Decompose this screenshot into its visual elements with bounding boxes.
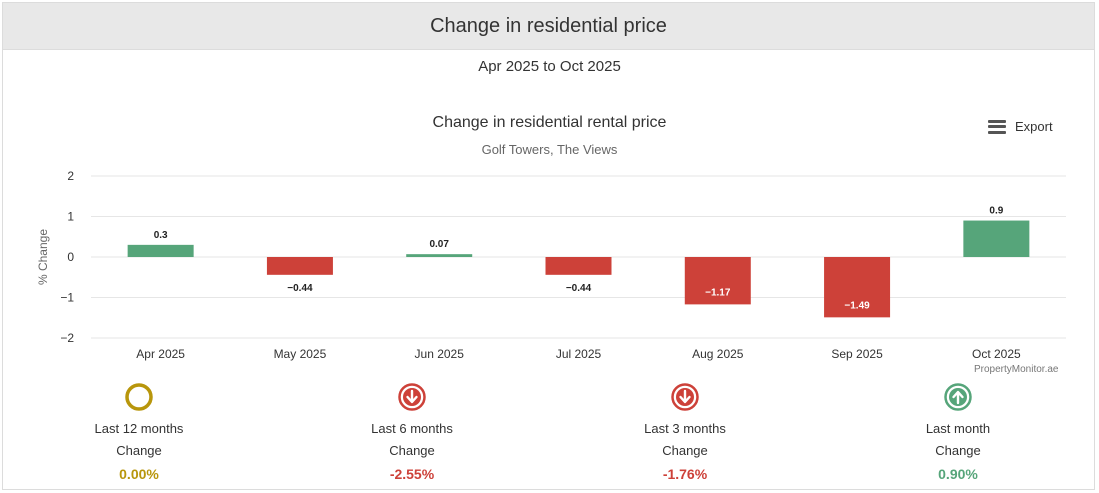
- x-tick-label: May 2025: [274, 347, 327, 361]
- stat-value: -2.55%: [389, 466, 435, 482]
- arrow-down-circle-icon: [398, 383, 426, 411]
- y-tick-label: −1: [60, 291, 74, 305]
- x-tick-label: Jul 2025: [556, 347, 602, 361]
- y-axis-title: % Change: [36, 229, 50, 285]
- x-tick-label: Aug 2025: [692, 347, 744, 361]
- circle-ring-icon: [125, 383, 153, 411]
- stat-icon-2: [670, 382, 700, 412]
- stat-icon-1: [397, 382, 427, 412]
- arrow-up-circle-icon: [944, 383, 972, 411]
- period-range: Apr 2025 to Oct 2025: [478, 58, 621, 75]
- data-label: 0.07: [429, 239, 449, 250]
- panel-header: Change in residential price: [3, 3, 1094, 50]
- x-tick-label: Oct 2025: [972, 347, 1021, 361]
- stat-change-label: Change: [116, 443, 162, 458]
- export-label: Export: [1015, 119, 1053, 134]
- y-tick-label: 1: [67, 210, 74, 224]
- data-label: 0.9: [989, 206, 1003, 217]
- data-label: −1.49: [844, 300, 870, 311]
- stat-period: Last month: [925, 421, 991, 436]
- bar: [963, 220, 1030, 257]
- bar: [824, 257, 891, 318]
- bar: [545, 257, 612, 275]
- stats-row: Last 12 months Change 0.00% Last 6 month…: [0, 380, 1099, 490]
- data-label: −0.44: [287, 283, 313, 294]
- panel-title: Change in residential price: [430, 14, 667, 37]
- stat-change-label: Change: [662, 443, 708, 458]
- bar: [684, 257, 751, 305]
- stat-last-6-months: Last 6 months Change -2.55%: [337, 380, 487, 484]
- x-tick-label: Apr 2025: [136, 347, 185, 361]
- y-tick-label: 0: [67, 250, 74, 264]
- stat-period: Last 3 months: [644, 421, 726, 436]
- arrow-down-circle-icon: [671, 383, 699, 411]
- data-label: 0.3: [154, 230, 168, 241]
- y-tick-label: −2: [60, 331, 74, 345]
- chart-title: Change in residential rental price: [432, 114, 667, 131]
- stat-icon-0: [124, 382, 154, 412]
- export-button[interactable]: Export: [988, 119, 1053, 134]
- stat-value: 0.00%: [119, 466, 159, 482]
- stat-value: -1.76%: [662, 466, 708, 482]
- stat-value: 0.90%: [938, 466, 978, 482]
- data-label: −0.44: [566, 283, 592, 294]
- chart-subtitle: Golf Towers, The Views: [481, 142, 618, 157]
- stat-change-label: Change: [389, 443, 435, 458]
- stat-last-3-months: Last 3 months Change -1.76%: [610, 380, 760, 484]
- stat-last-month: Last month Change 0.90%: [883, 380, 1033, 484]
- bar-chart: 2 1 0 −1 −2 % Change 0.3 Apr 2025 −0.44 May 2025 0…: [36, 169, 1066, 361]
- x-tick-label: Jun 2025: [415, 347, 465, 361]
- y-tick-label: 2: [67, 169, 74, 183]
- menu-icon: [988, 119, 1006, 134]
- bar: [127, 244, 194, 257]
- stat-change-label: Change: [935, 443, 981, 458]
- credit-link[interactable]: PropertyMonitor.ae: [974, 364, 1059, 375]
- bar: [266, 257, 333, 275]
- stat-period: Last 6 months: [371, 421, 453, 436]
- stat-icon-3: [943, 382, 973, 412]
- x-tick-label: Sep 2025: [831, 347, 883, 361]
- stat-last-12-months: Last 12 months Change 0.00%: [64, 380, 214, 484]
- stat-period: Last 12 months: [94, 421, 184, 436]
- bar: [406, 254, 473, 257]
- data-label: −1.17: [705, 287, 731, 298]
